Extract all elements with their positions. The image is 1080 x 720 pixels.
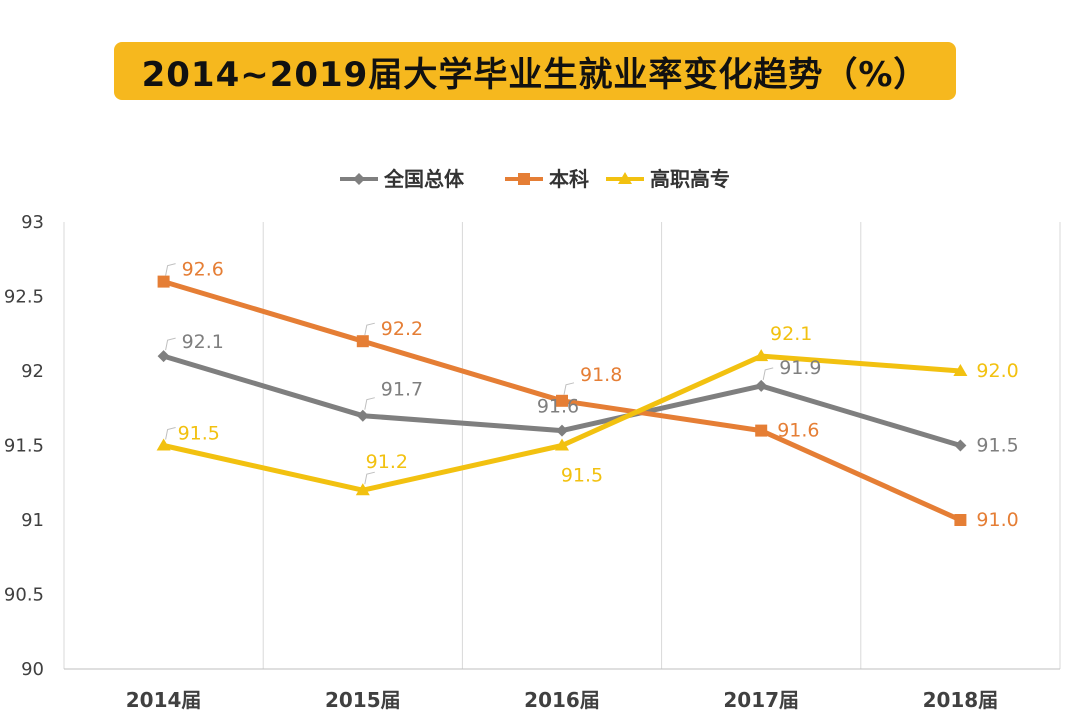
series-1-data-label-3: 91.6 [777,420,819,442]
series-1-leader-0 [165,263,176,276]
chart-title-banner: 2014~2019届大学毕业生就业率变化趋势（%） [114,42,956,100]
legend-marker-1 [518,173,530,185]
series-1-data-label-2: 91.8 [580,364,622,386]
y-tick-label-3: 91.5 [4,436,44,457]
series-0-point-2 [556,424,568,437]
series-0-data-label-4: 91.5 [976,435,1018,457]
series-1-point-2 [556,394,568,407]
y-tick-label-4: 92 [21,361,44,382]
series-0-data-label-0: 92.1 [182,331,224,353]
legend-marker-2 [618,172,632,184]
series-2-leader-1 [364,471,375,485]
series-0-data-label-2: 91.6 [537,396,579,418]
x-category-label-0: 2014届 [126,688,202,712]
series-2-data-label-3: 92.1 [770,323,812,345]
series-1-leader-1 [364,322,375,336]
series-1-data-label-1: 92.2 [381,318,423,340]
chart-title: 2014~2019届大学毕业生就业率变化趋势（%） [141,54,929,95]
series-0-leader-3 [762,367,774,380]
legend-label-1: 本科 [549,167,589,191]
series-2-point-3 [754,349,769,362]
legend-label-2: 高职高专 [650,167,730,191]
series-0-point-3 [755,379,768,392]
y-tick-label-5: 92.5 [4,287,44,308]
series-0-point-4 [954,439,967,452]
series-0-data-label-3: 91.9 [779,357,821,379]
series-2-point-1 [355,483,370,496]
series-0-leader-1 [364,397,375,410]
legend-marker-0 [353,173,365,185]
y-tick-label-1: 90.5 [4,585,44,606]
series-0-data-label-1: 91.7 [381,379,423,401]
series-2-point-4 [953,364,968,376]
y-tick-label-6: 93 [21,212,44,233]
series-2-data-label-2: 91.5 [561,465,603,487]
x-category-label-2: 2016届 [524,688,600,712]
series-0-point-1 [356,409,369,422]
series-1-point-3 [755,424,768,437]
series-0-point-0 [157,350,170,363]
series-2-point-2 [555,438,569,451]
series-2-point-0 [156,438,171,451]
series-2-data-label-0: 91.5 [178,423,220,445]
series-1-point-4 [954,514,967,526]
series-1-leader-2 [563,382,575,395]
series-1-data-label-4: 91.0 [976,509,1018,531]
series-2-leader-0 [165,427,176,440]
x-category-label-4: 2018届 [923,688,999,712]
y-tick-label-2: 91 [21,510,44,531]
legend-label-0: 全国总体 [383,167,465,191]
series-0-leader-0 [165,337,176,351]
x-category-label-1: 2015届 [325,688,401,712]
y-tick-label-0: 90 [21,659,44,680]
x-category-label-3: 2017届 [723,688,799,712]
series-1-point-1 [356,335,369,348]
series-2-data-label-1: 91.2 [366,451,408,473]
series-1-point-0 [157,275,170,288]
series-1-data-label-0: 92.6 [182,259,224,281]
series-2-data-label-4: 92.0 [976,360,1018,382]
